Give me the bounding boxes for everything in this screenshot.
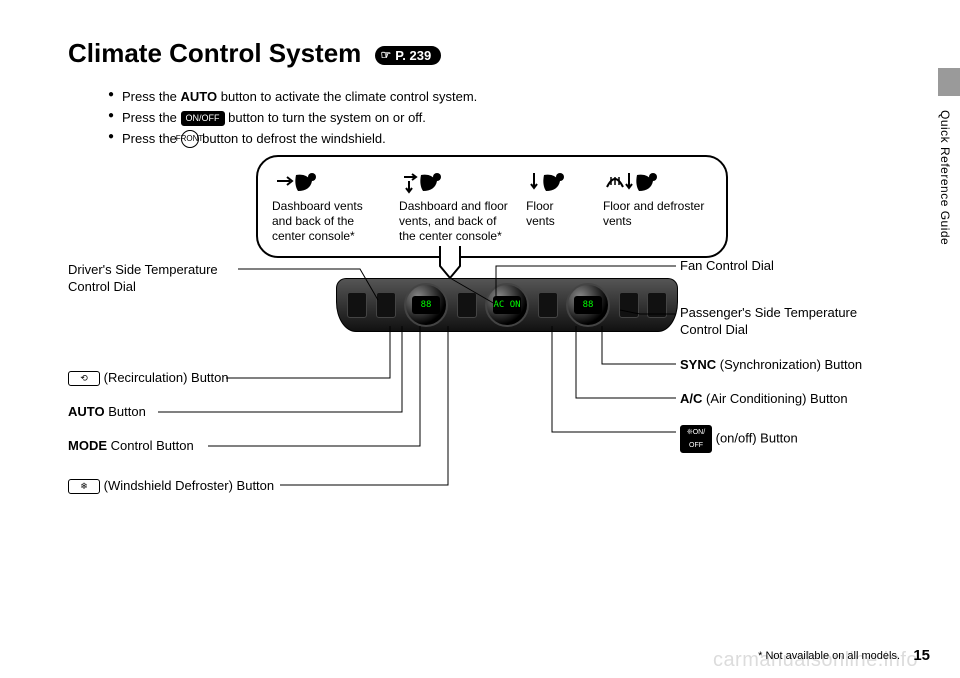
bullet-1: Press the AUTO button to activate the cl…: [108, 87, 477, 108]
label-ac-bold: A/C: [680, 391, 702, 406]
label-mode: MODE Control Button: [68, 438, 194, 455]
dash-vents-icon: [272, 167, 322, 195]
onoff-btn-icon: ❊ON/OFF: [680, 425, 712, 453]
driver-temp-display: 88: [412, 296, 440, 314]
panel-btn-left-1: [347, 292, 367, 318]
callout-floor-defrost: Floor and defroster vents: [603, 167, 712, 244]
bullet-3-pre: Press the: [122, 131, 181, 146]
panel-btn-right-2: [647, 292, 667, 318]
fan-dial: AC ON: [485, 283, 529, 327]
onoff-icon: ON/OFF: [181, 111, 225, 126]
passenger-temp-display: 88: [574, 296, 602, 314]
recirc-icon: ⟲: [68, 371, 100, 386]
label-onoff-text: (on/off) Button: [712, 430, 798, 445]
callout-floor-vents: Floor vents: [526, 167, 585, 244]
page-title: Climate Control System P. 239: [68, 38, 441, 69]
page: Quick Reference Guide Climate Control Sy…: [0, 0, 960, 678]
floor-vents-icon: [526, 167, 570, 195]
footnote: * Not available on all models.: [758, 650, 900, 662]
label-auto-bold: AUTO: [68, 404, 105, 419]
driver-temp-dial: 88: [404, 283, 448, 327]
fan-display: AC ON: [493, 296, 521, 314]
passenger-temp-dial: 88: [566, 283, 610, 327]
page-ref-badge: P. 239: [375, 46, 442, 65]
bullet-3: Press the FRONT button to defrost the wi…: [108, 129, 477, 150]
label-onoff: ❊ON/OFF (on/off) Button: [680, 425, 798, 453]
defroster-icon: ❄: [68, 479, 100, 494]
mode-callout-box: Dashboard vents and back of the center c…: [256, 155, 728, 258]
bullet-1-bold: AUTO: [181, 89, 218, 104]
label-sync-text: (Synchronization) Button: [716, 357, 862, 372]
front-defrost-icon: FRONT: [181, 130, 199, 148]
panel-btn-right-1: [619, 292, 639, 318]
callout-floor-vents-text: Floor vents: [526, 199, 585, 229]
callout-dash-floor-vents-text: Dashboard and floor vents, and back of t…: [399, 199, 508, 244]
panel-btn-mid-2: [538, 292, 558, 318]
side-label: Quick Reference Guide: [938, 110, 952, 245]
floor-defrost-icon: [603, 167, 661, 195]
dash-floor-vents-icon: [399, 167, 449, 195]
callout-dash-vents-text: Dashboard vents and back of the center c…: [272, 199, 381, 244]
label-sync: SYNC (Synchronization) Button: [680, 357, 862, 374]
panel-btn-left-2: [376, 292, 396, 318]
label-mode-bold: MODE: [68, 438, 107, 453]
bullet-2: Press the ON/OFF button to turn the syst…: [108, 108, 477, 129]
callout-dash-vents: Dashboard vents and back of the center c…: [272, 167, 381, 244]
label-sync-bold: SYNC: [680, 357, 716, 372]
label-defroster: ❄ (Windshield Defroster) Button: [68, 478, 274, 495]
label-passenger-dial: Passenger's Side Temperature Control Dia…: [680, 305, 890, 339]
bullet-1-pre: Press the: [122, 89, 181, 104]
callout-floor-defrost-text: Floor and defroster vents: [603, 199, 712, 229]
panel-btn-mid-1: [457, 292, 477, 318]
bullet-2-post: button to turn the system on or off.: [225, 110, 426, 125]
bullet-3-post: button to defrost the windshield.: [199, 131, 386, 146]
label-auto: AUTO Button: [68, 404, 146, 421]
side-tab: [938, 68, 960, 96]
label-fan-dial: Fan Control Dial: [680, 258, 774, 275]
label-recirc-text: (Recirculation) Button: [100, 370, 229, 385]
bullet-list: Press the AUTO button to activate the cl…: [68, 87, 477, 149]
label-ac: A/C (Air Conditioning) Button: [680, 391, 848, 408]
label-recirc: ⟲ (Recirculation) Button: [68, 370, 229, 387]
label-defroster-text: (Windshield Defroster) Button: [100, 478, 274, 493]
callout-dash-floor-vents: Dashboard and floor vents, and back of t…: [399, 167, 508, 244]
page-number: 15: [913, 647, 930, 664]
bullet-1-post: button to activate the climate control s…: [217, 89, 477, 104]
label-auto-text: Button: [105, 404, 146, 419]
bullet-2-pre: Press the: [122, 110, 181, 125]
label-driver-dial: Driver's Side Temperature Control Dial: [68, 262, 238, 296]
label-mode-text: Control Button: [107, 438, 194, 453]
climate-panel: 88 AC ON 88: [336, 278, 678, 332]
title-text: Climate Control System: [68, 38, 361, 68]
label-ac-text: (Air Conditioning) Button: [702, 391, 847, 406]
